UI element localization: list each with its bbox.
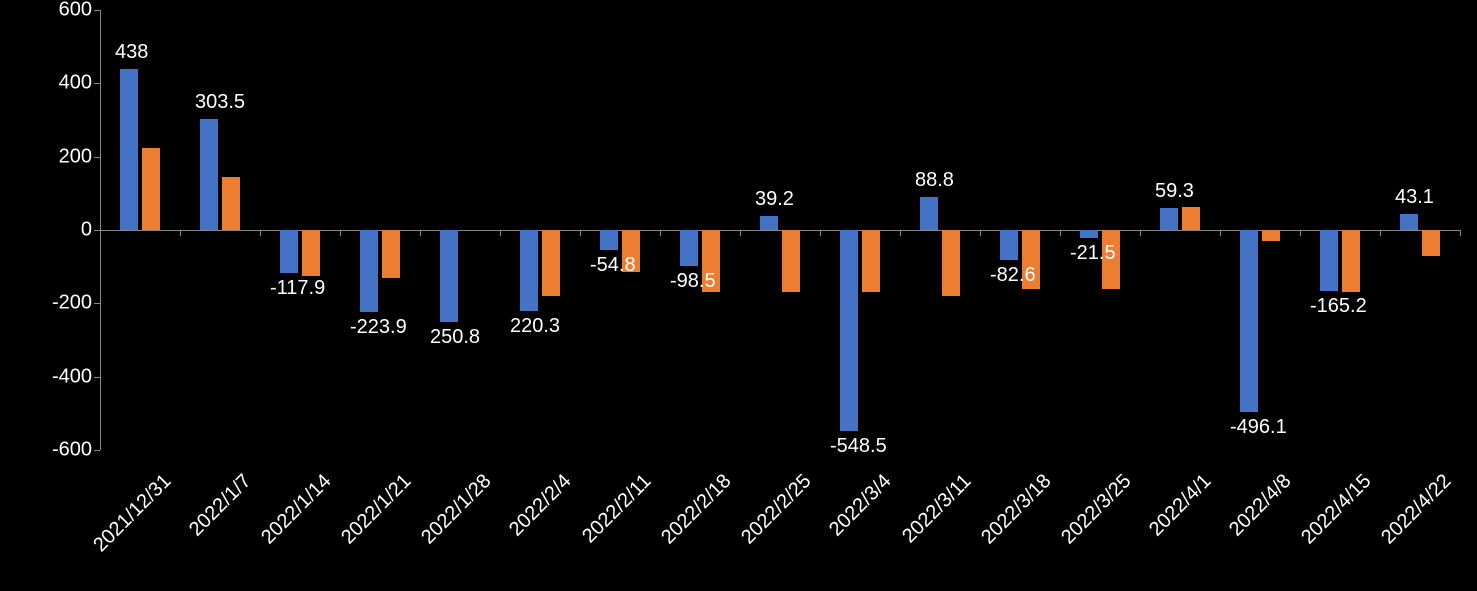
data-label: 43.1 [1395, 186, 1434, 209]
bar-series2 [1182, 207, 1200, 230]
y-tick [94, 10, 100, 11]
bar-series1 [760, 216, 778, 230]
y-tick [94, 83, 100, 84]
bar-series1 [360, 230, 378, 312]
y-tick-label: 200 [59, 145, 92, 168]
bar-series1 [1400, 214, 1418, 230]
data-label: 59.3 [1155, 180, 1194, 203]
y-tick [94, 377, 100, 378]
bar-series1 [600, 230, 618, 250]
data-label: -21.5 [1070, 242, 1116, 265]
x-tick [1220, 230, 1221, 236]
x-tick [260, 230, 261, 236]
y-tick [94, 157, 100, 158]
y-tick-label: -200 [52, 292, 92, 315]
bar-series2 [302, 230, 320, 276]
y-tick-label: 0 [81, 219, 92, 242]
bar-series1 [1160, 208, 1178, 230]
data-label: 250.8 [430, 326, 480, 349]
bar-series1 [1080, 230, 1098, 238]
bar-series1 [1320, 230, 1338, 291]
data-label: -496.1 [1230, 416, 1287, 439]
bar-series2 [1422, 230, 1440, 256]
y-tick-label: -600 [52, 439, 92, 462]
bar-series2 [1262, 230, 1280, 241]
bar-series1 [680, 230, 698, 266]
x-tick [900, 230, 901, 236]
bar-series1 [120, 69, 138, 230]
x-tick [1460, 230, 1461, 236]
x-tick [100, 230, 101, 236]
bar-series1 [200, 119, 218, 230]
x-tick [580, 230, 581, 236]
data-label: -548.5 [830, 435, 887, 458]
y-tick-label: -400 [52, 365, 92, 388]
data-label: -165.2 [1310, 295, 1367, 318]
y-tick [94, 303, 100, 304]
x-tick [980, 230, 981, 236]
x-tick [180, 230, 181, 236]
bar-series2 [142, 148, 160, 231]
data-label: -98.5 [670, 270, 716, 293]
x-tick [1140, 230, 1141, 236]
x-tick [340, 230, 341, 236]
data-label: 39.2 [755, 188, 794, 211]
data-label: -82.6 [990, 264, 1036, 287]
data-label: -54.8 [590, 254, 636, 277]
x-tick [820, 230, 821, 236]
bar-series2 [1342, 230, 1360, 292]
data-label: 88.8 [915, 169, 954, 192]
bar-series1 [280, 230, 298, 273]
x-tick [660, 230, 661, 236]
bar-series2 [382, 230, 400, 278]
bar-series1 [440, 230, 458, 322]
y-tick-label: 600 [59, 0, 92, 22]
y-tick [94, 450, 100, 451]
x-tick [1060, 230, 1061, 236]
data-label: 303.5 [195, 91, 245, 114]
x-tick [1300, 230, 1301, 236]
bar-series1 [1000, 230, 1018, 260]
bar-series1 [920, 197, 938, 230]
bar-series2 [862, 230, 880, 292]
bar-chart: -600-400-20002004006004382021/12/31303.5… [0, 0, 1477, 591]
data-label: -117.9 [270, 277, 325, 300]
data-label: -223.9 [350, 316, 407, 339]
bar-series1 [840, 230, 858, 431]
bar-series2 [782, 230, 800, 292]
y-tick-label: 400 [59, 72, 92, 95]
data-label: 220.3 [510, 315, 560, 338]
x-tick [1380, 230, 1381, 236]
bar-series2 [222, 177, 240, 230]
x-tick [500, 230, 501, 236]
bar-series2 [942, 230, 960, 296]
x-tick [420, 230, 421, 236]
bar-series2 [542, 230, 560, 296]
bar-series1 [520, 230, 538, 311]
x-tick [740, 230, 741, 236]
data-label: 438 [115, 41, 148, 64]
bar-series1 [1240, 230, 1258, 412]
